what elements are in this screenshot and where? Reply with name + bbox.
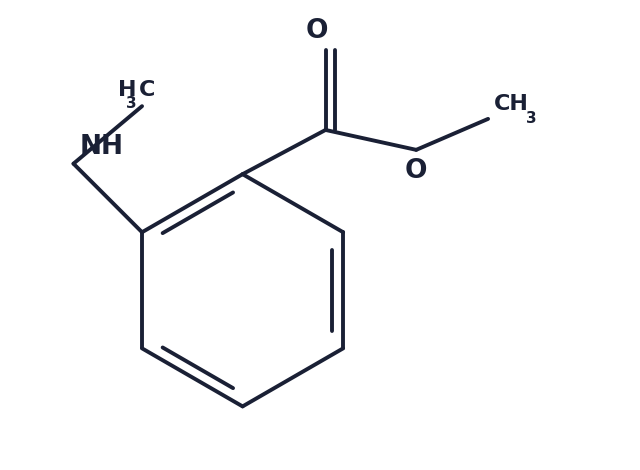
Text: 3: 3 (126, 95, 136, 110)
Text: C: C (139, 79, 155, 100)
Text: H: H (118, 79, 136, 100)
Text: O: O (405, 157, 428, 184)
Text: 3: 3 (526, 110, 537, 125)
Text: CH: CH (493, 94, 529, 115)
Text: O: O (305, 18, 328, 44)
Text: NH: NH (80, 134, 124, 160)
